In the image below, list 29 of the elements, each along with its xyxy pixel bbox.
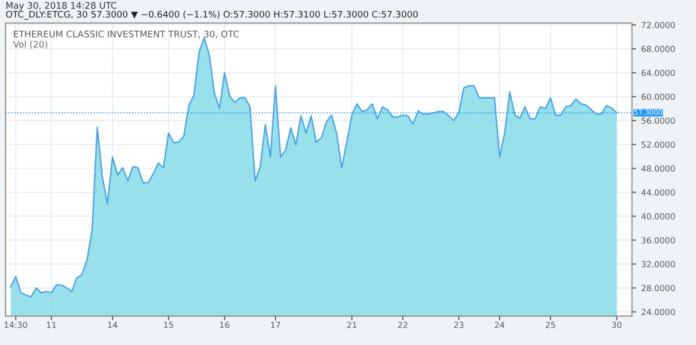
x-tick-label: 23	[454, 322, 464, 328]
y-tick-label: 48.0000	[641, 165, 675, 172]
y-tick-label: 72.0000	[642, 22, 675, 28]
chart-subtitle: OTC_DLY:ETCG, 30 57.3000 ▼ −0.6400 (−1.1%) O:57.3000 H:57.3100 L:57.3000 C:57.3000	[6, 10, 418, 20]
x-tick-label: 30	[612, 322, 622, 328]
x-tick-label: 14	[108, 322, 118, 328]
y-tick-label: 68.0000	[642, 46, 675, 52]
text: ETHEREUM CLASSIC INVESTMENT TRUST, 30, OTC	[14, 30, 239, 38]
y-tick-label: 56.0000	[642, 118, 675, 124]
y-tick-label: 44.0000	[641, 189, 675, 196]
text: May 30, 2018 14:28 UTC	[6, 2, 116, 11]
y-tick-label: 52.0000	[642, 141, 675, 148]
x-tick-label: 15	[164, 322, 174, 328]
x-tick-label: 14:30	[4, 322, 28, 328]
y-tick-label: 64.0000	[642, 70, 675, 76]
x-tick-label: 21	[347, 322, 356, 328]
y-tick-label: 36.0000	[642, 237, 675, 244]
y-tick-label: 28.0000	[642, 284, 675, 292]
x-tick-label: 25	[546, 322, 556, 328]
y-tick-label: 32.0000	[642, 260, 675, 268]
x-tick-label: 22	[398, 322, 408, 328]
x-tick-label: 11	[47, 322, 56, 328]
x-tick-label: 17	[271, 322, 280, 328]
y-tick-label: 60.0000	[642, 94, 675, 100]
y-tick-label: 24.0000	[642, 308, 675, 316]
x-tick-label: 24	[494, 322, 504, 328]
y-tick-label: 40.0000	[641, 213, 675, 220]
annotation: Vol (20)	[13, 40, 48, 49]
x-tick-label: 16	[220, 322, 230, 328]
